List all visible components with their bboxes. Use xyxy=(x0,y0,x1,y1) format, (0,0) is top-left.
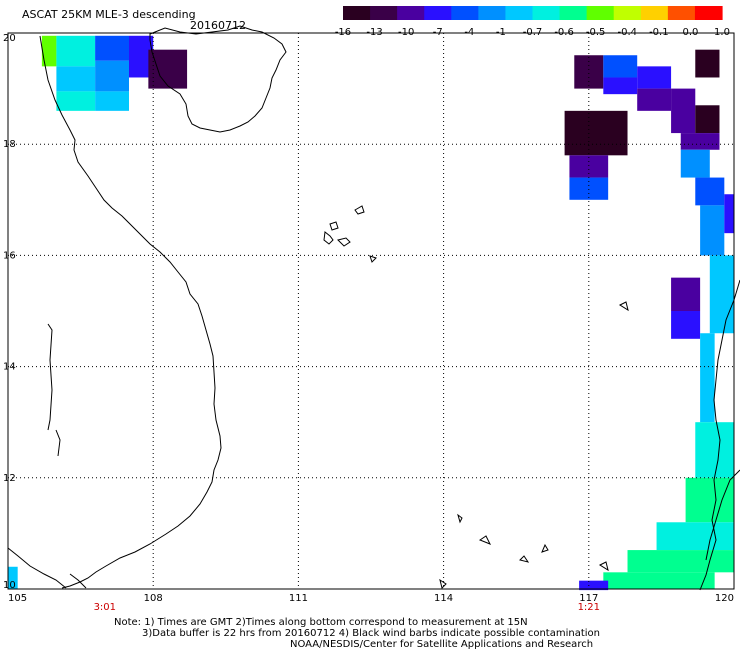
colorbar-segment xyxy=(370,6,398,20)
colorbar-segment xyxy=(478,6,507,20)
graticule xyxy=(8,33,734,589)
footer-note-1: Note: 1) Times are GMT 2)Times along bot… xyxy=(114,617,528,628)
data-cell xyxy=(95,60,129,92)
coastline xyxy=(7,25,740,591)
data-cell xyxy=(603,77,638,95)
colorbar-segment xyxy=(424,6,452,20)
data-cell xyxy=(695,105,720,134)
colorbar-segment xyxy=(640,6,669,20)
data-cell xyxy=(627,550,734,573)
data-cell xyxy=(671,88,696,134)
data-cell xyxy=(579,580,609,591)
data-cell xyxy=(574,55,604,89)
latitude-label: 10 xyxy=(3,580,16,591)
latitude-label: 14 xyxy=(3,362,16,373)
data-cell xyxy=(95,35,129,61)
data-cell xyxy=(671,311,701,339)
pass-time-label: 3:01 xyxy=(94,602,116,613)
data-cell xyxy=(700,333,715,423)
colorbar-segment xyxy=(397,6,425,20)
colorbar-segment xyxy=(613,6,642,20)
longitude-label: 105 xyxy=(8,593,27,604)
data-cell xyxy=(680,149,710,178)
pass-time-labels: 3:01 1:21 xyxy=(94,602,600,613)
latitude-label: 16 xyxy=(3,250,16,261)
colorbar-segment xyxy=(505,6,534,20)
latitude-label: 20 xyxy=(3,33,16,44)
data-cell xyxy=(56,66,96,92)
latitude-labels: 20 18 16 14 12 10 xyxy=(3,33,16,591)
longitude-label: 111 xyxy=(289,593,308,604)
data-cell xyxy=(671,277,701,311)
latitude-label: 12 xyxy=(3,473,16,484)
data-cell xyxy=(41,35,57,67)
data-cell xyxy=(700,205,725,256)
data-cell xyxy=(56,91,96,111)
product-title: ASCAT 25KM MLE-3 descending xyxy=(22,8,196,21)
data-cell xyxy=(95,91,129,111)
colorbar-segment xyxy=(694,6,723,20)
latitude-label: 18 xyxy=(3,139,16,150)
longitude-label: 114 xyxy=(434,593,453,604)
data-cell xyxy=(637,88,672,111)
data-cell xyxy=(685,477,734,523)
longitude-labels: 105 108 111 114 117 120 xyxy=(8,593,734,604)
data-cell xyxy=(603,572,715,589)
colorbar-segment xyxy=(532,6,561,20)
product-date: 20160712 xyxy=(190,19,246,32)
data-cell xyxy=(8,566,18,589)
footer-note-2: 3)Data buffer is 22 hrs from 20160712 4)… xyxy=(142,628,600,639)
data-cell xyxy=(695,177,725,206)
footer-credit: NOAA/NESDIS/Center for Satellite Applica… xyxy=(290,639,593,650)
data-cell xyxy=(695,49,720,78)
data-cell xyxy=(637,66,672,89)
data-cell xyxy=(724,194,734,234)
colorbar-segment xyxy=(343,6,371,20)
data-cell xyxy=(56,35,96,67)
data-cell xyxy=(680,133,720,150)
longitude-label: 108 xyxy=(144,593,163,604)
colorbar-segment xyxy=(451,6,479,20)
longitude-label: 117 xyxy=(579,593,598,604)
colorbar-segment xyxy=(586,6,615,20)
colorbar-segment xyxy=(667,6,696,20)
colorbar xyxy=(343,6,723,20)
colorbar-segment xyxy=(559,6,588,20)
data-cell xyxy=(564,110,628,156)
map-frame xyxy=(7,32,735,590)
data-cell xyxy=(569,177,609,200)
data-cell xyxy=(603,55,638,78)
pass-time-label: 1:21 xyxy=(578,602,600,613)
data-cell xyxy=(709,255,734,334)
data-cell xyxy=(148,49,188,89)
data-cell xyxy=(656,522,734,551)
longitude-label: 120 xyxy=(715,593,734,604)
wind-data-cells xyxy=(8,35,734,591)
data-cell xyxy=(695,422,734,478)
data-cell xyxy=(569,155,609,178)
